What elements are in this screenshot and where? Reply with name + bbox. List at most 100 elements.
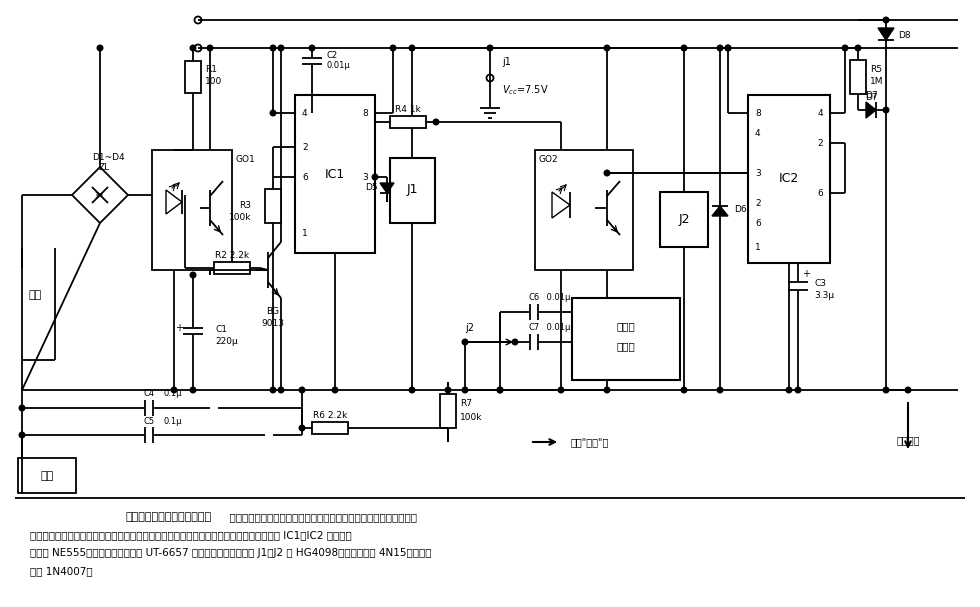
Text: $V_{cc}$=7.5V: $V_{cc}$=7.5V: [502, 83, 549, 97]
Polygon shape: [878, 28, 894, 40]
Text: IC2: IC2: [779, 172, 799, 186]
Text: 2: 2: [755, 198, 760, 208]
Text: j2: j2: [466, 323, 474, 333]
Text: 8: 8: [755, 109, 760, 118]
Circle shape: [605, 45, 610, 51]
Bar: [295, 95, 375, 253]
Bar: [850, 60, 866, 94]
Text: 0.1μ: 0.1μ: [163, 390, 181, 399]
Text: 100k: 100k: [460, 413, 482, 421]
Text: J1: J1: [407, 183, 417, 197]
Circle shape: [883, 17, 889, 23]
Text: 9013: 9013: [262, 319, 284, 328]
Circle shape: [20, 405, 25, 411]
Circle shape: [681, 387, 687, 393]
Text: 3: 3: [363, 172, 368, 181]
Text: D7: D7: [864, 92, 877, 101]
Circle shape: [97, 45, 103, 51]
Circle shape: [190, 272, 196, 278]
Bar: [214, 262, 250, 274]
Circle shape: [497, 387, 503, 393]
Text: GO2: GO2: [538, 155, 558, 164]
Bar: [440, 394, 456, 428]
Text: 0.01μ: 0.01μ: [544, 324, 570, 333]
Circle shape: [605, 170, 610, 176]
Circle shape: [559, 387, 563, 393]
Circle shape: [270, 45, 275, 51]
Circle shape: [270, 110, 275, 116]
Text: 100k: 100k: [228, 212, 251, 222]
Circle shape: [795, 387, 801, 393]
Text: +: +: [802, 269, 810, 279]
Circle shape: [410, 387, 415, 393]
Text: R7: R7: [460, 399, 472, 409]
Polygon shape: [712, 206, 728, 216]
Text: 1M: 1M: [870, 78, 884, 87]
Text: 成电路 NE555，语音报时系统采用 UT-6657 型成品报时表，继电器 J1、J2 为 HG4098，光耦器件为 4N15，二极管: 成电路 NE555，语音报时系统采用 UT-6657 型成品报时表，继电器 J1…: [30, 548, 431, 558]
Text: 1: 1: [755, 243, 760, 251]
Polygon shape: [866, 102, 876, 118]
Bar: [748, 95, 830, 263]
Text: 2: 2: [817, 138, 823, 148]
Circle shape: [310, 45, 315, 51]
Text: J2: J2: [678, 212, 690, 225]
Text: 8: 8: [363, 109, 368, 118]
Text: 录音"放大"人: 录音"放大"人: [570, 437, 610, 447]
Circle shape: [513, 339, 517, 345]
Text: C1: C1: [215, 325, 227, 334]
Text: 4: 4: [302, 109, 308, 118]
Text: 语音报: 语音报: [616, 321, 635, 331]
Circle shape: [190, 387, 196, 393]
Circle shape: [842, 45, 848, 51]
Circle shape: [883, 107, 889, 113]
Text: D8: D8: [898, 30, 910, 39]
Circle shape: [717, 387, 723, 393]
Circle shape: [725, 45, 731, 51]
Circle shape: [299, 387, 305, 393]
Text: 6: 6: [817, 189, 823, 197]
Text: R3: R3: [239, 200, 251, 209]
Text: 电话: 电话: [40, 471, 54, 481]
Text: IC1: IC1: [325, 168, 345, 180]
Text: D6: D6: [734, 206, 747, 214]
Circle shape: [433, 119, 439, 125]
Text: R5: R5: [870, 66, 882, 75]
Bar: [185, 61, 201, 93]
Circle shape: [270, 387, 275, 393]
Text: +: +: [175, 323, 183, 333]
Text: R1: R1: [205, 66, 217, 75]
Text: 0.1μ: 0.1μ: [163, 416, 181, 426]
Circle shape: [725, 45, 731, 51]
Circle shape: [207, 45, 213, 51]
Circle shape: [463, 339, 467, 345]
Text: 时系统: 时系统: [616, 341, 635, 351]
Text: BG: BG: [267, 308, 279, 316]
Circle shape: [390, 45, 396, 51]
Circle shape: [856, 45, 860, 51]
Text: 本录音装置除对来、去话进行全自动录音外，还可以在每一段电话录: 本录音装置除对来、去话进行全自动录音外，还可以在每一段电话录: [222, 512, 416, 522]
Text: 音内容之始自动注入即时语音时刻，从而增加了录音资料的详实性，方便调出和分析。图中 IC1、IC2 为时基集: 音内容之始自动注入即时语音时刻，从而增加了录音资料的详实性，方便调出和分析。图中…: [30, 530, 352, 540]
Circle shape: [681, 45, 687, 51]
Circle shape: [487, 45, 493, 51]
Circle shape: [332, 387, 338, 393]
Circle shape: [299, 425, 305, 431]
Text: 100: 100: [205, 78, 222, 87]
Text: C6: C6: [528, 294, 540, 302]
Text: 线路: 线路: [28, 290, 41, 300]
Text: 3: 3: [755, 169, 760, 177]
Polygon shape: [380, 183, 394, 193]
Text: 220μ: 220μ: [215, 337, 238, 347]
Circle shape: [717, 45, 723, 51]
Text: 6: 6: [755, 219, 760, 228]
Text: C3: C3: [814, 279, 826, 288]
Text: 6: 6: [302, 172, 308, 181]
Circle shape: [497, 387, 503, 393]
Circle shape: [906, 387, 910, 393]
Text: GO1: GO1: [235, 155, 255, 164]
Circle shape: [372, 174, 378, 180]
Circle shape: [786, 387, 792, 393]
Text: 0.01μ: 0.01μ: [326, 61, 350, 70]
Text: 0.01μ: 0.01μ: [544, 294, 570, 302]
Text: j1: j1: [502, 57, 511, 67]
Text: 录音电源: 录音电源: [897, 435, 920, 445]
